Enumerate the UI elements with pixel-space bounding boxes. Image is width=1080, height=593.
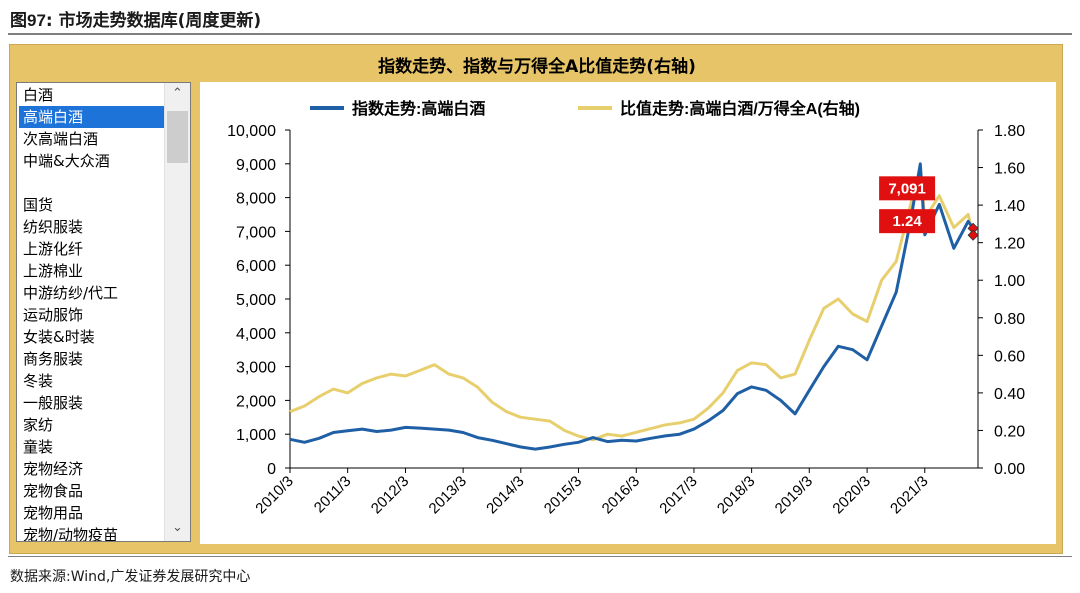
- x-tick-label: 2014/3: [483, 473, 527, 517]
- figure-title-text: : 市场走势数据库(周度更新): [45, 11, 262, 31]
- figure-title-number: 97: [27, 11, 46, 30]
- end-value-label-box: [879, 176, 936, 201]
- list-item[interactable]: 宠物/动物疫苗: [23, 526, 119, 542]
- x-tick-label: 2021/3: [887, 473, 931, 517]
- list-item[interactable]: 高端白酒: [19, 106, 165, 128]
- y-left-tick-label: 8,000: [236, 191, 276, 208]
- source-note: 数据来源:Wind,广发证券发展研究中心: [10, 569, 251, 585]
- category-listbox[interactable]: 白酒高端白酒次高端白酒中端&大众酒 国货纺织服装上游化纤上游棉业中游纺纱/代工 运动…: [16, 82, 191, 542]
- figure-title-prefix: 图: [10, 11, 27, 31]
- x-tick-label: 2016/3: [599, 473, 643, 517]
- list-item[interactable]: 一般服装: [23, 394, 84, 412]
- x-tick-label: 2010/3: [252, 473, 296, 517]
- y-left-tick-label: 5,000: [236, 292, 276, 309]
- y-left-tick-label: 9,000: [236, 157, 276, 174]
- y-right-tick-label: 0.00: [994, 461, 1025, 478]
- x-tick-label: 2015/3: [541, 473, 585, 517]
- list-item[interactable]: [19, 172, 165, 194]
- list-item[interactable]: 中游纺纱/代工: [23, 284, 119, 302]
- end-point-marker: [967, 229, 979, 241]
- y-right-tick-label: 1.80: [994, 123, 1025, 140]
- y-left-tick-label: 1,000: [236, 427, 276, 444]
- y-left-tick-label: 0: [267, 461, 276, 478]
- legend-label: 比值走势:高端白酒/万得全A(右轴): [620, 99, 860, 118]
- x-tick-label: 2019/3: [772, 473, 816, 517]
- list-item[interactable]: 白酒: [23, 86, 54, 104]
- y-right-tick-label: 0.60: [994, 348, 1025, 365]
- list-item[interactable]: 国货: [23, 196, 54, 214]
- y-right-tick-label: 1.20: [994, 236, 1025, 253]
- end-value-label-box: [879, 209, 936, 234]
- y-left-tick-label: 7,000: [236, 224, 276, 241]
- y-left-tick-label: 6,000: [236, 258, 276, 275]
- top-divider: [8, 33, 1072, 35]
- list-item[interactable]: 纺织服装: [23, 218, 84, 236]
- bottom-divider: [8, 556, 1072, 557]
- x-tick-label: 2018/3: [714, 473, 758, 517]
- y-right-tick-label: 1.60: [994, 161, 1025, 178]
- list-item[interactable]: 冬装: [23, 372, 54, 390]
- y-right-tick-label: 0.40: [994, 386, 1025, 403]
- list-item[interactable]: 宠物用品: [23, 504, 84, 522]
- list-item[interactable]: 上游棉业: [23, 262, 84, 280]
- list-item[interactable]: 运动服饰: [23, 306, 84, 324]
- list-item[interactable]: 上游化纤: [23, 240, 84, 258]
- y-left-tick-label: 2,000: [236, 393, 276, 410]
- panel-title: 指数走势、指数与万得全A比值走势(右轴): [378, 57, 696, 77]
- list-item[interactable]: 次高端白酒: [23, 130, 99, 148]
- list-item[interactable]: 宠物食品: [23, 482, 84, 500]
- scroll-up-icon[interactable]: ⌃: [172, 86, 183, 101]
- end-value-label: 7,091: [888, 180, 926, 197]
- x-tick-label: 2012/3: [368, 473, 412, 517]
- list-item[interactable]: 宠物经济: [23, 460, 84, 478]
- y-left-tick-label: 3,000: [236, 360, 276, 377]
- listbox-scrollbar[interactable]: ⌃ ⌄: [164, 83, 190, 541]
- list-item[interactable]: 女装&时装: [23, 328, 95, 346]
- y-left-tick-label: 10,000: [227, 123, 276, 140]
- list-item[interactable]: 童装: [23, 438, 54, 456]
- x-tick-label: 2011/3: [311, 473, 355, 517]
- line-chart: 0 1,000 2,000 3,000 4,000 5,000 6,000 7,000 8,00…: [227, 99, 1025, 517]
- y-right-tick-label: 1.00: [994, 273, 1025, 290]
- x-tick-label: 2020/3: [829, 473, 873, 517]
- chart-area: 0 1,000 2,000 3,000 4,000 5,000 6,000 7,000 8,00…: [200, 82, 1056, 544]
- x-tick-label: 2017/3: [656, 473, 700, 517]
- ratio-series-line: [289, 166, 975, 442]
- scroll-thumb[interactable]: [167, 111, 188, 163]
- end-value-label: 1.24: [893, 213, 923, 230]
- x-tick-label: 2013/3: [426, 473, 470, 517]
- y-right-tick-label: 0.20: [994, 423, 1025, 440]
- figure-title: 图97: 市场走势数据库(周度更新): [10, 6, 261, 31]
- legend-label: 指数走势:高端白酒: [352, 99, 485, 118]
- scroll-down-icon[interactable]: ⌄: [172, 520, 183, 535]
- index-series-line: [289, 162, 975, 451]
- list-item[interactable]: 中端&大众酒: [23, 152, 110, 170]
- list-item[interactable]: 商务服装: [23, 350, 84, 368]
- list-item[interactable]: 家纺: [23, 416, 54, 434]
- y-right-tick-label: 1.40: [994, 198, 1025, 215]
- y-right-tick-label: 0.80: [994, 311, 1025, 328]
- y-left-tick-label: 4,000: [236, 326, 276, 343]
